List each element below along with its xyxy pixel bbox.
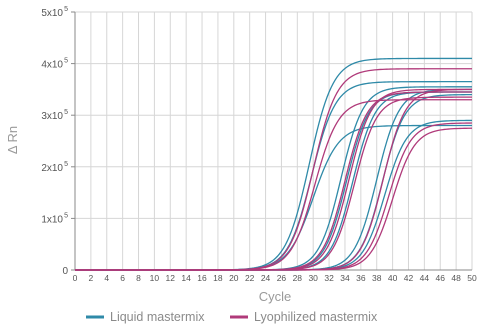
x-tick-label: 36 xyxy=(356,273,366,283)
x-tick-label: 32 xyxy=(324,273,334,283)
y-axis-label: Δ Rn xyxy=(5,126,20,154)
x-tick-label: 34 xyxy=(340,273,350,283)
x-tick-label: 50 xyxy=(467,273,477,283)
series-line xyxy=(75,96,473,271)
x-tick-labels: 0 2 4 6 8 10 12 14 16 18 20 22 24 26 28 30 32 34 36 38 40 42 4… xyxy=(73,273,477,283)
x-tick-label: 0 xyxy=(73,273,78,283)
series-line xyxy=(75,93,473,271)
series-line xyxy=(75,91,472,271)
x-tick-label: 28 xyxy=(293,273,303,283)
series-line xyxy=(75,91,472,271)
x-tick-label: 22 xyxy=(245,273,255,283)
x-tick-label: 14 xyxy=(181,273,191,283)
x-tick-label: 48 xyxy=(451,273,461,283)
legend-label: Liquid mastermix xyxy=(110,310,205,324)
x-tick-label: 12 xyxy=(166,273,176,283)
series-line xyxy=(75,122,473,271)
y-tick-label: 5x10 xyxy=(41,8,63,19)
series-lines xyxy=(75,57,473,271)
legend-label: Lyophilized mastermix xyxy=(254,310,378,324)
grid xyxy=(75,11,473,270)
x-tick-label: 30 xyxy=(308,273,318,283)
x-tick-label: 40 xyxy=(388,273,398,283)
y-tick-exponent: 5 xyxy=(64,58,68,65)
series-line xyxy=(75,127,473,271)
x-tick-label: 42 xyxy=(404,273,414,283)
x-tick-label: 4 xyxy=(104,273,109,283)
x-tick-label: 46 xyxy=(436,273,446,283)
y-tick-label: 0 xyxy=(62,266,68,277)
y-tick-exponent: 5 xyxy=(64,6,68,13)
series-line xyxy=(75,91,472,271)
x-tick-label: 26 xyxy=(277,273,287,283)
y-tick-label: 4x10 xyxy=(41,60,63,71)
series-line xyxy=(75,88,473,271)
series-line xyxy=(75,124,472,271)
series-line xyxy=(75,88,472,271)
series-line xyxy=(75,119,473,271)
y-tick-label: 1x10 xyxy=(41,214,63,225)
series-line xyxy=(75,68,472,271)
x-tick-label: 6 xyxy=(120,273,125,283)
series-line xyxy=(75,88,473,271)
series-line xyxy=(75,81,472,271)
series-line xyxy=(75,86,472,271)
x-tick-label: 16 xyxy=(197,273,207,283)
y-tick-label: 3x10 xyxy=(41,111,63,122)
axes xyxy=(71,11,472,271)
x-tick-label: 10 xyxy=(150,273,160,283)
y-tick-label: 2x10 xyxy=(41,163,63,174)
x-tick-label: 44 xyxy=(420,273,430,283)
x-tick-label: 38 xyxy=(372,273,382,283)
y-tick-exponent: 5 xyxy=(64,161,68,168)
x-axis-label: Cycle xyxy=(259,289,292,304)
x-tick-label: 20 xyxy=(229,273,239,283)
y-tick-exponent: 5 xyxy=(64,109,68,116)
legend: Liquid mastermix Lyophilized mastermix xyxy=(86,310,378,324)
x-tick-label: 2 xyxy=(89,273,94,283)
y-tick-exponent: 5 xyxy=(64,212,68,219)
x-tick-label: 8 xyxy=(136,273,141,283)
x-tick-label: 24 xyxy=(261,273,271,283)
x-tick-label: 18 xyxy=(213,273,223,283)
